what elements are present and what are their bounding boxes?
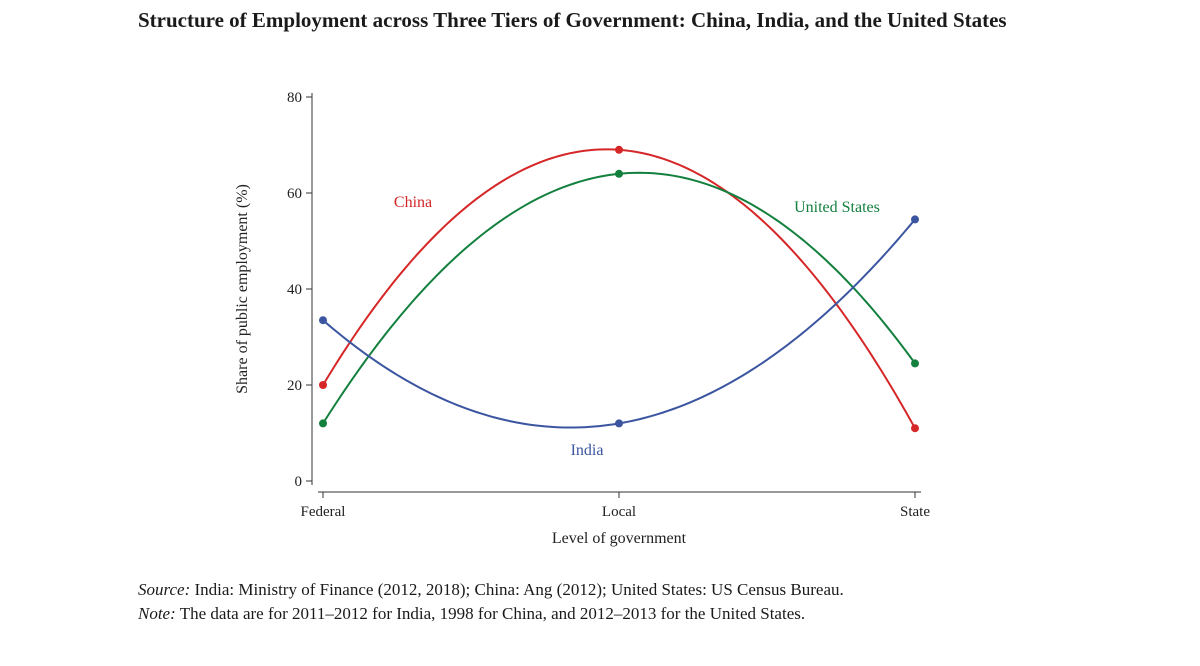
data-point-india-local xyxy=(615,419,623,428)
data-point-china-state xyxy=(911,424,919,433)
source-label: Source: xyxy=(138,580,191,599)
x-tick-label: State xyxy=(900,504,930,520)
data-point-united-states-federal xyxy=(319,419,327,428)
source-line: Source: India: Ministry of Finance (2012… xyxy=(138,578,1138,602)
data-point-united-states-state xyxy=(911,359,919,368)
data-point-india-federal xyxy=(319,316,327,325)
y-axis-title: Share of public employment (%) xyxy=(234,184,251,394)
y-tick-label: 80 xyxy=(287,90,302,106)
y-tick-label: 40 xyxy=(287,282,302,298)
data-point-china-local xyxy=(615,145,623,154)
x-tick-label: Local xyxy=(602,504,636,520)
data-point-india-state xyxy=(911,215,919,224)
note-text: The data are for 2011–2012 for India, 19… xyxy=(175,604,806,623)
chart-notes: Source: India: Ministry of Finance (2012… xyxy=(138,578,1138,626)
series-layer xyxy=(319,145,919,433)
data-point-china-federal xyxy=(319,381,327,389)
series-label-united-states: United States xyxy=(794,199,880,216)
y-tick-label: 60 xyxy=(287,186,302,202)
series-line-china xyxy=(322,148,916,429)
series-label-china: China xyxy=(394,194,432,211)
series-label-india: India xyxy=(571,442,604,459)
chart-title: Structure of Employment across Three Tie… xyxy=(138,8,1007,32)
axes: 0 20 40 60 80 Federal Local State Level of gover… xyxy=(234,90,930,547)
y-tick-label: 20 xyxy=(287,378,302,394)
series-line-india xyxy=(322,218,916,429)
x-tick-label: Federal xyxy=(301,504,346,520)
note-label: Note: xyxy=(138,604,176,623)
data-point-united-states-local xyxy=(615,169,623,178)
source-text: India: Ministry of Finance (2012, 2018);… xyxy=(190,580,844,599)
series-labels: China United States India xyxy=(394,194,880,459)
y-tick-label: 0 xyxy=(295,474,303,490)
note-line: Note: The data are for 2011–2012 for Ind… xyxy=(138,602,1138,626)
x-axis-title: Level of government xyxy=(552,530,687,547)
